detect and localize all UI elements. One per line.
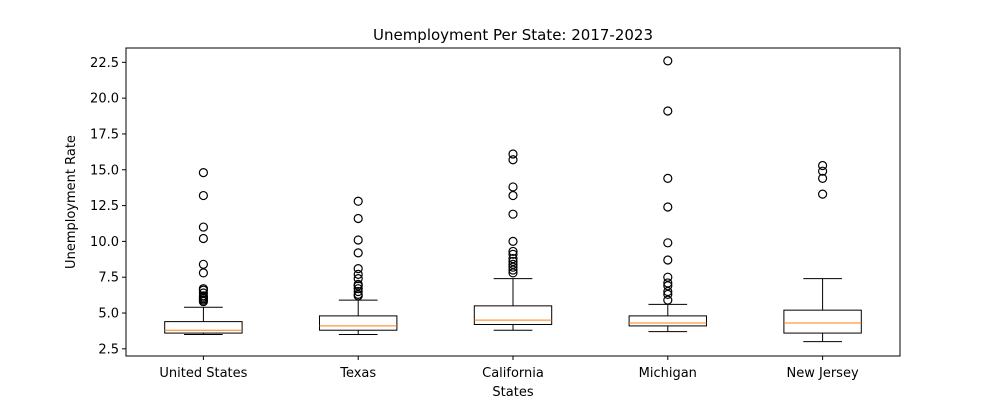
y-tick-label: 17.5 bbox=[90, 127, 119, 142]
box-group-california bbox=[473, 149, 553, 331]
outlier-point bbox=[198, 168, 208, 178]
y-tick-label: 15.0 bbox=[90, 163, 119, 178]
outlier-point bbox=[508, 236, 518, 246]
outlier-point bbox=[353, 196, 363, 206]
box-group-united-states bbox=[164, 168, 243, 336]
outlier-point bbox=[663, 202, 673, 212]
outlier-point bbox=[663, 238, 673, 248]
outlier-point bbox=[353, 269, 363, 279]
outlier-point bbox=[508, 246, 518, 257]
box-group-new-jersey bbox=[783, 160, 862, 343]
outlier-point bbox=[353, 286, 363, 297]
outlier-point bbox=[198, 288, 208, 298]
outlier-point bbox=[198, 233, 208, 244]
outlier-point bbox=[663, 106, 673, 116]
y-tick-label: 10.0 bbox=[90, 235, 119, 250]
outlier-point bbox=[817, 160, 828, 171]
outlier-point bbox=[353, 279, 363, 289]
outlier-point bbox=[353, 235, 363, 245]
outlier-point bbox=[817, 189, 828, 199]
x-tick-label: United States bbox=[159, 366, 247, 381]
outlier-point bbox=[198, 259, 208, 269]
outlier-point bbox=[508, 256, 518, 267]
box bbox=[319, 315, 398, 331]
y-tick-label: 2.5 bbox=[98, 342, 119, 357]
y-tick-label: 20.0 bbox=[90, 92, 119, 107]
outlier-point bbox=[353, 264, 363, 274]
box bbox=[628, 315, 707, 327]
plot-area bbox=[164, 56, 862, 343]
outlier-point bbox=[508, 190, 518, 201]
outlier-point bbox=[508, 182, 518, 192]
y-tick-label: 22.5 bbox=[90, 56, 119, 71]
outlier-point bbox=[508, 253, 518, 264]
box bbox=[164, 321, 243, 334]
y-tick-label: 5.0 bbox=[98, 307, 119, 322]
outlier-point bbox=[353, 284, 363, 294]
outlier-point bbox=[663, 255, 673, 265]
outlier-point bbox=[508, 155, 518, 165]
x-axis: United States Texas California Michigan New … bbox=[159, 356, 859, 381]
outlier-point bbox=[353, 248, 363, 258]
outlier-point bbox=[663, 272, 673, 282]
box bbox=[783, 309, 862, 334]
outlier-point bbox=[198, 190, 208, 201]
outlier-point bbox=[663, 278, 673, 288]
outlier-point bbox=[663, 173, 673, 183]
y-tick-label: 7.5 bbox=[98, 271, 119, 286]
outlier-point bbox=[198, 268, 208, 278]
outlier-point bbox=[508, 209, 518, 219]
x-tick-label: Texas bbox=[339, 366, 376, 381]
box-group-michigan bbox=[628, 56, 707, 333]
outlier-point bbox=[508, 249, 518, 259]
x-tick-label: California bbox=[482, 366, 544, 381]
outlier-point bbox=[353, 213, 363, 224]
outlier-point bbox=[508, 259, 518, 269]
outlier-point bbox=[198, 284, 208, 294]
y-axis: 2.5 5.0 7.5 10.0 12.5 15.0 17.5 20.0 22.5 bbox=[90, 56, 126, 357]
x-axis-label: States bbox=[492, 385, 533, 400]
outlier-point bbox=[198, 222, 208, 232]
box-group-texas bbox=[319, 196, 398, 336]
outlier-point bbox=[198, 291, 208, 301]
outlier-point bbox=[353, 274, 363, 284]
outlier-point bbox=[817, 173, 828, 183]
box bbox=[473, 305, 553, 325]
outlier-point bbox=[663, 56, 673, 66]
chart-title: Unemployment Per State: 2017-2023 bbox=[373, 26, 653, 44]
outlier-point bbox=[508, 149, 518, 159]
outlier-point bbox=[817, 166, 828, 176]
y-tick-label: 12.5 bbox=[90, 199, 119, 214]
x-tick-label: Michigan bbox=[639, 366, 697, 381]
x-tick-label: New Jersey bbox=[787, 366, 859, 381]
y-axis-label: Unemployment Rate bbox=[64, 135, 79, 269]
